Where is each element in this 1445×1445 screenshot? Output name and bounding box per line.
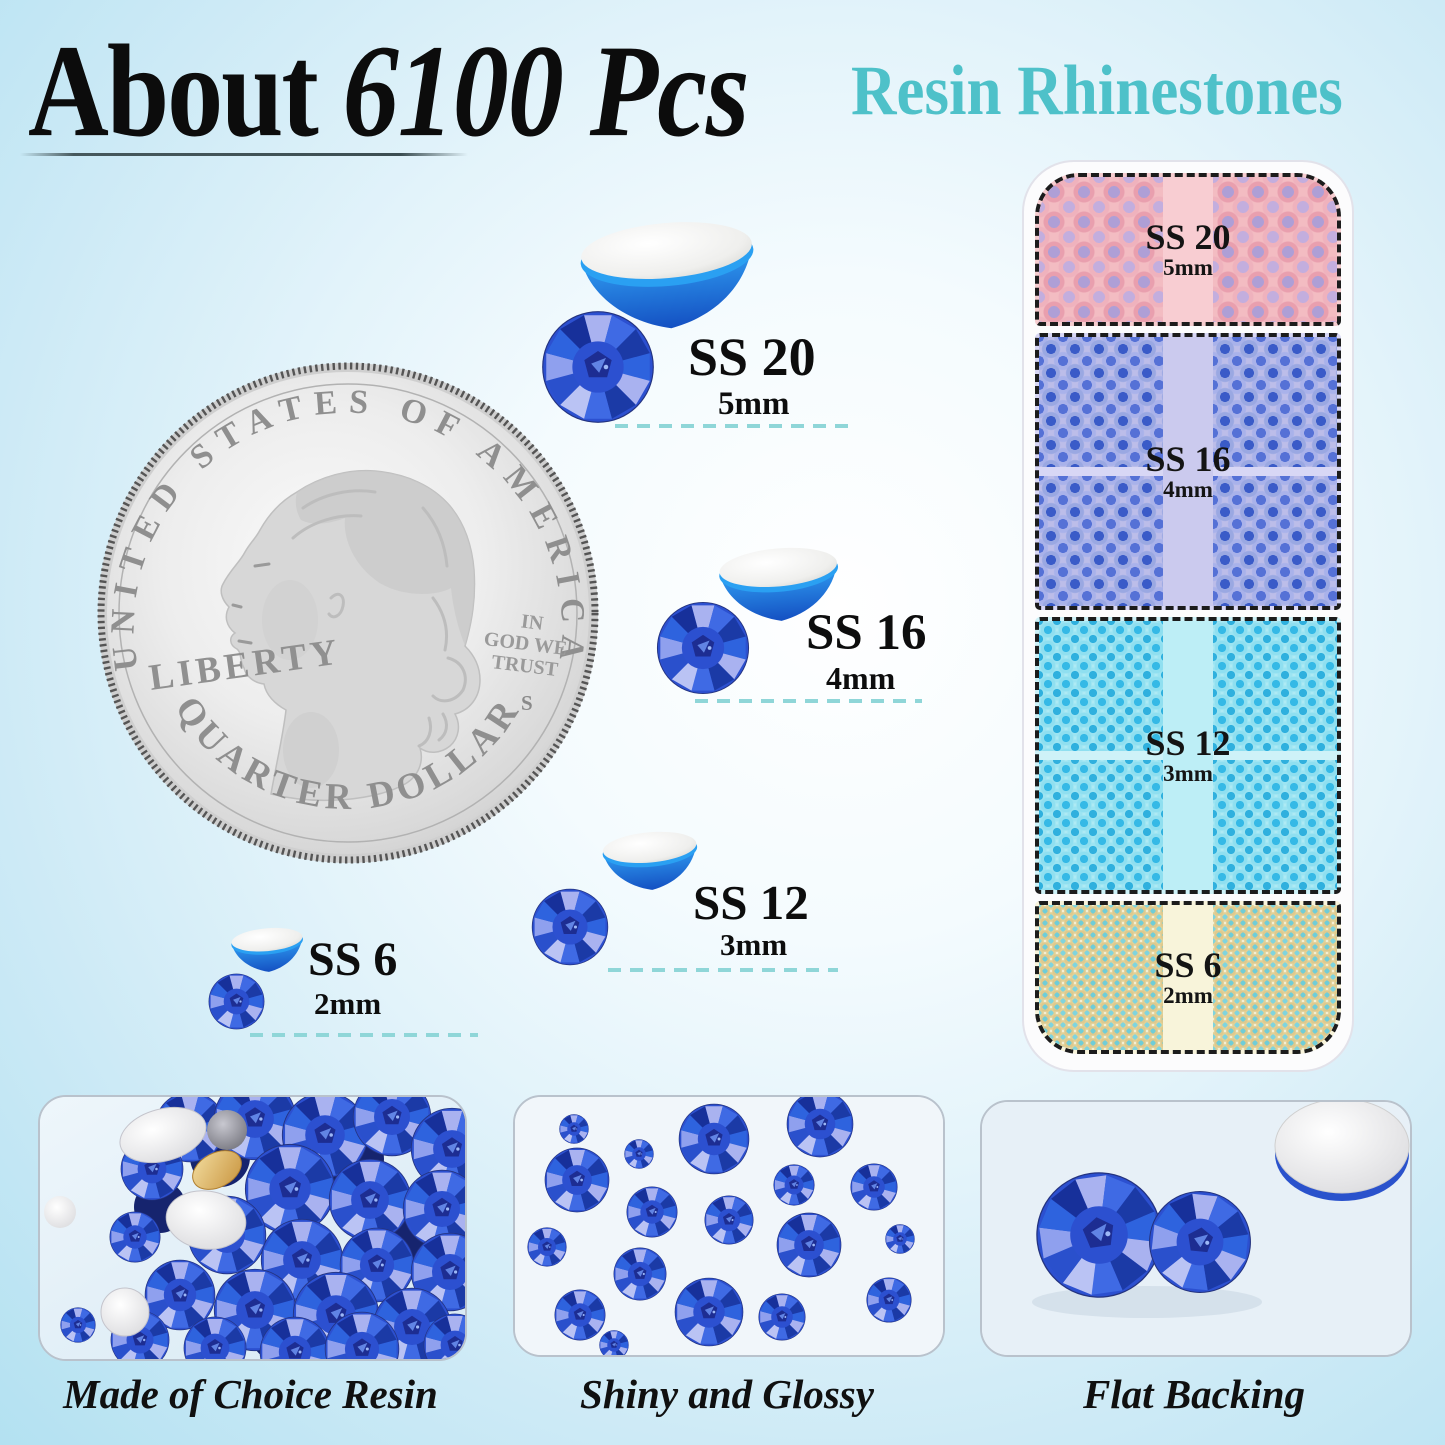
- box-ss16-right-compartments: [1213, 337, 1337, 606]
- caption-flat-backing: Flat Backing: [1082, 1371, 1306, 1417]
- title-underline: [20, 153, 468, 156]
- box-ss6-left-compartment: [1039, 905, 1163, 1050]
- feature-photo-glossy: [513, 1095, 945, 1357]
- ss20-top-view-stone: [541, 310, 655, 424]
- box-ss16-label: SS 16 4mm: [1145, 438, 1231, 503]
- ss12-size-label: SS 12: [693, 875, 809, 930]
- ss16-top-view-stone: [656, 601, 750, 695]
- quarter-coin-image: UNITED STATES OF AMERICA QUARTER DOLLAR …: [97, 362, 599, 864]
- feature-photo-resin: [38, 1095, 467, 1361]
- flat-back-stones: [1028, 1102, 1410, 1318]
- ss16-mm-label: 4mm: [826, 660, 896, 696]
- caption-glossy: Shiny and Glossy: [580, 1371, 874, 1417]
- feature-photo-flat-backing: [980, 1100, 1412, 1357]
- box-section-ss16: SS 16 4mm: [1035, 333, 1341, 610]
- ss6-size-label: SS 6: [308, 933, 398, 986]
- rhinestone-pile: [44, 1097, 465, 1359]
- coin-mint-mark: S: [521, 691, 533, 715]
- box-ss16-left-compartments: [1039, 337, 1163, 606]
- ss20-mm-label: 5mm: [718, 386, 790, 422]
- box-ss20-right-compartment: [1213, 177, 1337, 322]
- box-section-ss6: SS 6 2mm: [1035, 901, 1341, 1054]
- svg-text:IN: IN: [520, 610, 545, 635]
- rhinestone-storage-box: SS 20 5mm SS 16 4mm SS 12 3mm: [1022, 160, 1354, 1072]
- page-title-italic: 6100 Pcs: [342, 18, 750, 165]
- ss6-side-view-stone: [227, 925, 309, 978]
- box-ss6-center-strip: [1163, 905, 1213, 1050]
- ss6-dashed-line: [250, 1033, 478, 1037]
- ss20-size-label: SS 20: [688, 327, 816, 387]
- page-title: About 6100 Pcs: [28, 16, 750, 168]
- ss12-top-view-stone: [531, 888, 609, 966]
- box-section-ss12: SS 12 3mm: [1035, 617, 1341, 894]
- box-section-ss20: SS 20 5mm: [1035, 173, 1341, 326]
- washington-profile: [220, 469, 481, 802]
- box-ss16-center-strip: [1163, 337, 1213, 606]
- ss6-top-view-stone: [208, 973, 265, 1030]
- page-title-regular: About: [28, 18, 343, 165]
- box-ss12-center-strip: [1163, 621, 1213, 890]
- box-ss12-right-compartments: [1213, 621, 1337, 890]
- ss16-size-label: SS 16: [806, 605, 927, 661]
- page-subtitle: Resin Rhinestones: [851, 51, 1343, 130]
- ss6-mm-label: 2mm: [314, 986, 382, 1021]
- ss12-dashed-line: [608, 968, 838, 972]
- box-ss6-label: SS 6 2mm: [1154, 944, 1222, 1009]
- ss16-dashed-line: [695, 699, 922, 703]
- box-ss12-label: SS 12 3mm: [1145, 722, 1231, 787]
- box-ss12-left-compartments: [1039, 621, 1163, 890]
- box-ss6-right-compartment: [1213, 905, 1337, 1050]
- ss12-side-view-stone: [597, 828, 705, 898]
- ss12-mm-label: 3mm: [720, 927, 788, 962]
- box-ss20-label: SS 20 5mm: [1145, 216, 1231, 281]
- box-ss20-left-compartment: [1039, 177, 1163, 322]
- box-ss20-center-strip: [1163, 177, 1213, 322]
- caption-resin: Made of Choice Resin: [63, 1371, 438, 1417]
- ss20-dashed-line: [615, 424, 848, 428]
